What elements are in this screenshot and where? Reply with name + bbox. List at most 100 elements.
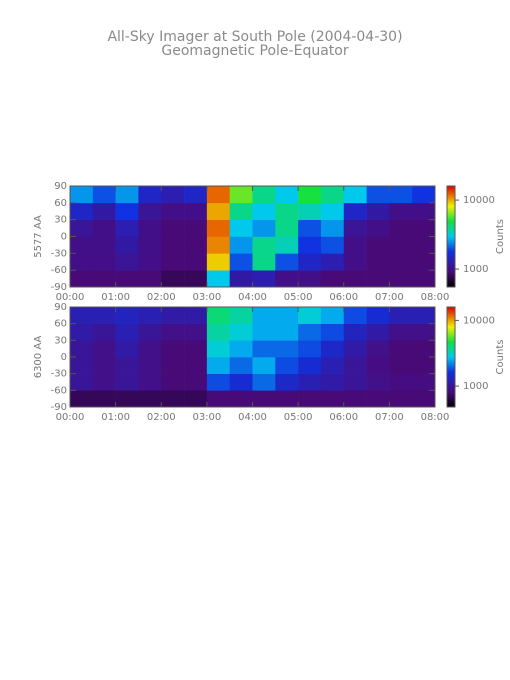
heatmap-cell [70,307,94,324]
y-tick-label: -90 [51,402,67,413]
heatmap-cell [343,270,367,288]
heatmap-cell [320,373,345,391]
heatmap-cell [138,340,162,358]
heatmap-cell [298,307,322,324]
heatmap-cell [343,253,367,271]
heatmap-cell [343,186,367,204]
heatmap-cell [229,357,253,374]
heatmap-cell [320,357,345,374]
heatmap-cell [206,340,230,358]
heatmap-cell [320,340,345,358]
heatmap-cell [92,270,116,288]
heatmap-cell [206,253,230,271]
heatmap-cell [275,202,299,220]
heatmap-cell [320,202,345,220]
heatmap-cell [298,270,322,288]
heatmap-cell [229,323,253,341]
heatmap-cell [320,186,345,204]
heatmap-cell [320,270,345,288]
heatmap-cell [412,202,436,220]
heatmap-cell [70,357,94,374]
heatmap-cell [389,219,413,237]
colorbar-tick-label: 1000 [463,381,488,392]
heatmap-cell [366,253,390,271]
heatmap-cell [229,253,253,271]
y-tick-label: 30 [54,215,67,226]
heatmap-cell [138,357,162,374]
heatmap-cell [275,323,299,341]
heatmap-cell [161,340,185,358]
heatmap-cell [138,390,162,408]
x-tick-label: 01:00 [101,292,130,303]
x-tick-label: 04:00 [238,412,267,423]
heatmap-cell [138,373,162,391]
heatmap-cell [115,202,139,220]
x-tick-label: 08:00 [421,292,450,303]
heatmap-cell [184,307,208,324]
y-tick-label: 60 [54,319,67,330]
heatmap-cell [412,219,436,237]
heatmap-cell [412,307,436,324]
y-tick-label: -30 [51,248,67,259]
colorbar-label: Counts [495,340,506,375]
heatmap-cell [320,219,345,237]
heatmap-cell [320,323,345,341]
heatmap-cell [92,323,116,341]
heatmap-cell [161,307,185,324]
x-tick-label: 06:00 [329,292,358,303]
heatmap-cell [229,219,253,237]
heatmap-cell [229,390,253,408]
heatmap-cell [184,390,208,408]
heatmap-cell [161,253,185,271]
heatmap-cell [252,236,276,254]
y-tick-label: 60 [54,198,67,209]
heatmap-cell [252,270,276,288]
heatmap-cell [412,340,436,358]
heatmap-cell [206,357,230,374]
heatmap-cell [138,202,162,220]
x-tick-label: 00:00 [56,292,85,303]
heatmap-cell [184,270,208,288]
heatmap-cell [138,270,162,288]
heatmap-cell [366,219,390,237]
heatmap-cell [298,373,322,391]
heatmap-cell [298,236,322,254]
heatmap-cell [161,236,185,254]
heatmap-cell [115,323,139,341]
colorbar-tick-label: 1000 [463,264,488,275]
heatmap-cell [161,373,185,391]
heatmap-cell [252,202,276,220]
heatmap-cell [70,253,94,271]
heatmap-cell [320,307,345,324]
colorbar [447,186,455,287]
heatmap-cell [161,323,185,341]
heatmap-cell [298,253,322,271]
heatmap-cell [92,357,116,374]
heatmap-cell [184,323,208,341]
heatmap-cell [92,373,116,391]
heatmap-cell [206,236,230,254]
heatmap-cell [343,219,367,237]
heatmap-cell [275,186,299,204]
heatmap-cell [70,373,94,391]
colorbar-tick-label: 10000 [463,195,495,206]
heatmap-cell [206,390,230,408]
heatmap-cell [298,340,322,358]
heatmap-cell [92,186,116,204]
colorbar-label: Counts [495,219,506,254]
heatmap-cell [343,390,367,408]
x-tick-label: 03:00 [192,412,221,423]
heatmap-cell [343,373,367,391]
heatmap-cell [70,270,94,288]
x-tick-label: 05:00 [284,292,313,303]
heatmap-cell [184,253,208,271]
x-tick-label: 08:00 [421,412,450,423]
heatmap-cell [229,186,253,204]
heatmap-cell [70,186,94,204]
heatmap-cell [389,307,413,324]
y-tick-label: 0 [61,232,67,243]
heatmap-cell [206,323,230,341]
heatmap-cell [412,323,436,341]
heatmap-cell [161,219,185,237]
x-tick-label: 07:00 [375,412,404,423]
